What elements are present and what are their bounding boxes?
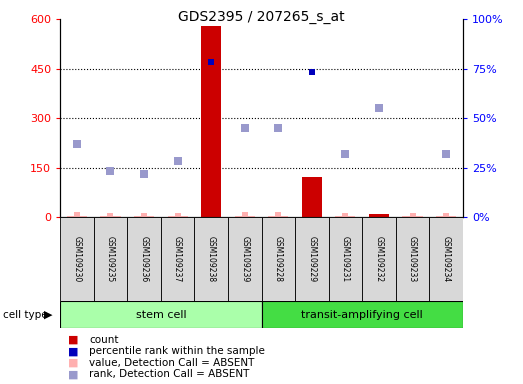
- Bar: [127, 217, 161, 301]
- Text: GSM109233: GSM109233: [408, 236, 417, 282]
- Text: GSM109228: GSM109228: [274, 236, 283, 282]
- Bar: [161, 217, 195, 301]
- Bar: [100, 216, 121, 217]
- Text: GSM109236: GSM109236: [140, 236, 149, 282]
- Text: GSM109239: GSM109239: [240, 236, 249, 282]
- Bar: [295, 217, 328, 301]
- Bar: [362, 217, 396, 301]
- Text: GSM109238: GSM109238: [207, 236, 215, 282]
- Bar: [335, 216, 356, 217]
- Bar: [403, 216, 423, 217]
- Text: GSM109229: GSM109229: [308, 236, 316, 282]
- Text: cell type: cell type: [3, 310, 47, 320]
- Bar: [429, 217, 463, 301]
- Bar: [396, 217, 429, 301]
- Bar: [201, 26, 221, 217]
- Text: GSM109237: GSM109237: [173, 236, 182, 282]
- Bar: [268, 216, 288, 217]
- Bar: [228, 217, 262, 301]
- Text: value, Detection Call = ABSENT: value, Detection Call = ABSENT: [89, 358, 254, 368]
- Bar: [60, 301, 262, 328]
- Bar: [262, 301, 463, 328]
- Bar: [134, 216, 154, 217]
- Text: rank, Detection Call = ABSENT: rank, Detection Call = ABSENT: [89, 369, 249, 379]
- Bar: [436, 216, 456, 217]
- Text: count: count: [89, 335, 118, 345]
- Bar: [235, 216, 255, 217]
- Bar: [60, 217, 94, 301]
- Bar: [302, 177, 322, 217]
- Text: ■: ■: [68, 346, 78, 356]
- Bar: [328, 217, 362, 301]
- Text: stem cell: stem cell: [135, 310, 186, 320]
- Text: percentile rank within the sample: percentile rank within the sample: [89, 346, 265, 356]
- Text: ■: ■: [68, 358, 78, 368]
- Text: ▶: ▶: [44, 310, 52, 320]
- Bar: [195, 217, 228, 301]
- Text: GSM109230: GSM109230: [72, 236, 82, 282]
- Bar: [167, 216, 188, 217]
- Text: GSM109235: GSM109235: [106, 236, 115, 282]
- Text: GDS2395 / 207265_s_at: GDS2395 / 207265_s_at: [178, 10, 345, 23]
- Text: ■: ■: [68, 369, 78, 379]
- Text: GSM109232: GSM109232: [374, 236, 383, 282]
- Text: ■: ■: [68, 335, 78, 345]
- Bar: [369, 214, 389, 217]
- Text: GSM109234: GSM109234: [441, 236, 451, 282]
- Bar: [94, 217, 127, 301]
- Text: transit-amplifying cell: transit-amplifying cell: [301, 310, 423, 320]
- Text: GSM109231: GSM109231: [341, 236, 350, 282]
- Bar: [67, 216, 87, 217]
- Bar: [262, 217, 295, 301]
